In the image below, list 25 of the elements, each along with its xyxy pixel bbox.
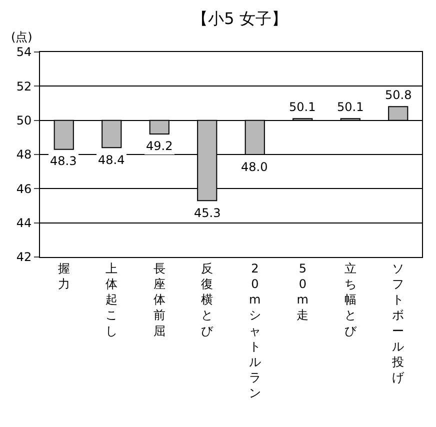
y-axis-title: (点)	[11, 30, 32, 44]
y-tick-label: 44	[16, 216, 32, 230]
data-label: 48.0	[241, 160, 268, 174]
x-tick-label: 握力	[58, 261, 70, 291]
x-tick-label: 長座体前屈	[153, 261, 166, 338]
y-tick-label: 46	[16, 182, 32, 196]
y-tick-label: 50	[16, 114, 32, 128]
data-label: 48.3	[50, 154, 77, 168]
x-tick-label: 上体起こし	[106, 261, 118, 338]
data-label: 50.1	[337, 100, 364, 114]
x-tick-label: 50m走	[296, 261, 309, 322]
x-tick-label: ソフトボール投げ	[391, 261, 406, 385]
data-label: 49.2	[146, 139, 173, 153]
data-label: 48.4	[98, 153, 125, 167]
category-label: 20mシャトルラン	[248, 261, 261, 400]
y-tick-label: 48	[16, 148, 32, 162]
x-tick-label: 反復横とび	[201, 261, 214, 338]
data-label: 45.3	[194, 206, 221, 220]
x-tick-label: 立ち幅とび	[344, 261, 358, 338]
data-label: 50.8	[385, 88, 412, 102]
y-tick-label: 52	[16, 79, 32, 94]
y-tick-label: 42	[16, 250, 32, 264]
data-label: 50.1	[289, 100, 316, 114]
chart-title: 【小5 女子】	[192, 9, 288, 28]
y-tick-label: 54	[16, 45, 32, 60]
